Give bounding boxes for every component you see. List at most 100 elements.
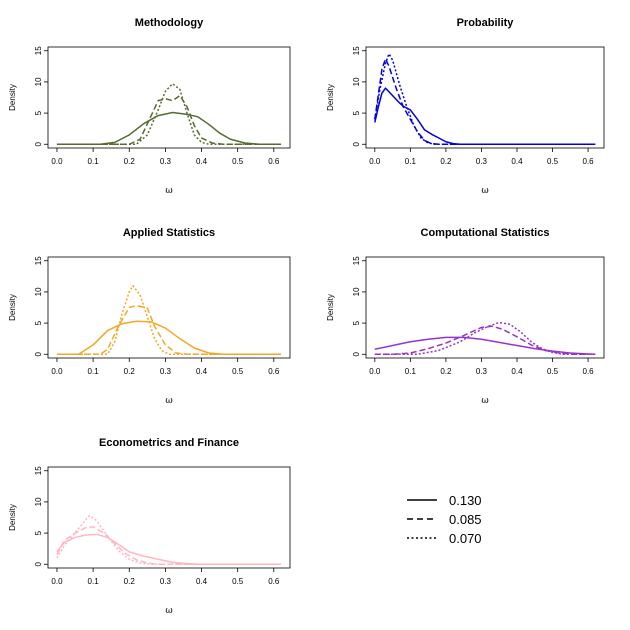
x-tick-label: 0.6	[583, 157, 595, 166]
panel-2: Applied Statistics 0.0 0.1 0.2 0.3 0.4 0.5 0.6 0…	[8, 227, 291, 406]
x-tick-label: 0.0	[369, 157, 381, 166]
plot-frame	[47, 256, 291, 359]
x-tick-label: 0.3	[476, 157, 488, 166]
x-axis-label: ω	[165, 396, 172, 406]
panel-title: Applied Statistics	[123, 227, 215, 239]
y-tick-label: 5	[352, 110, 361, 115]
y-axis-label: Density	[8, 84, 17, 111]
x-tick-label: 0.5	[232, 157, 244, 166]
y-tick-label: 0	[34, 141, 43, 146]
y-axis-label: Density	[8, 294, 17, 321]
legend-label: 0.085	[449, 512, 482, 527]
plot-frame	[47, 46, 291, 149]
x-tick-label: 0.6	[268, 577, 280, 586]
y-tick-label: 10	[34, 287, 43, 296]
plot-frame	[365, 256, 605, 359]
x-tick-label: 0.0	[51, 577, 63, 586]
y-axis-label: Density	[8, 504, 17, 531]
y-tick-label: 5	[34, 320, 43, 325]
series-line-solid	[374, 87, 596, 146]
x-axis-label: ω	[481, 396, 488, 406]
panel-title: Methodology	[135, 17, 204, 29]
x-tick-label: 0.5	[547, 157, 559, 166]
series-line-dashed	[56, 304, 282, 356]
y-tick-label: 0	[34, 351, 43, 356]
x-tick-label: 0.6	[583, 367, 595, 376]
x-tick-label: 0.6	[268, 157, 280, 166]
plot-frame	[47, 466, 291, 569]
x-tick-label: 0.4	[511, 367, 523, 376]
panel-title: Computational Statistics	[421, 227, 550, 239]
x-axis-label: ω	[165, 606, 172, 616]
x-tick-label: 0.1	[88, 577, 100, 586]
series-line-dotted	[56, 83, 282, 146]
y-tick-label: 15	[34, 46, 43, 55]
panel-1: Probability 0.0 0.1 0.2 0.3 0.4 0.5 0.6 0 5 10 15 De…	[326, 17, 605, 196]
y-tick-label: 15	[352, 46, 361, 55]
legend-label: 0.070	[449, 531, 482, 546]
y-tick-label: 5	[34, 110, 43, 115]
x-tick-label: 0.3	[160, 577, 172, 586]
y-tick-label: 0	[352, 351, 361, 356]
y-axis-label: Density	[326, 294, 335, 321]
y-tick-label: 10	[34, 497, 43, 506]
legend-label: 0.130	[449, 493, 482, 508]
x-tick-label: 0.1	[88, 157, 100, 166]
panel-4: Econometrics and Finance 0.0 0.1 0.2 0.3 0.4 0…	[8, 437, 291, 616]
x-tick-label: 0.4	[196, 157, 208, 166]
y-tick-label: 15	[352, 256, 361, 265]
panel-3: Computational Statistics 0.0 0.1 0.2 0.3 0.4 0…	[326, 227, 605, 406]
y-tick-label: 0	[352, 141, 361, 146]
y-tick-label: 10	[34, 77, 43, 86]
x-tick-label: 0.6	[268, 367, 280, 376]
x-tick-label: 0.1	[88, 367, 100, 376]
series-line-dashed	[56, 526, 282, 566]
plot-frame	[365, 46, 605, 149]
x-tick-label: 0.4	[196, 367, 208, 376]
series-line-solid	[56, 533, 282, 566]
x-tick-label: 0.2	[124, 367, 136, 376]
series-line-dashed	[56, 94, 282, 146]
y-tick-label: 15	[34, 466, 43, 475]
y-tick-label: 10	[352, 287, 361, 296]
x-tick-label: 0.4	[196, 577, 208, 586]
x-tick-label: 0.0	[51, 367, 63, 376]
series-line-dashed	[374, 58, 596, 146]
x-tick-label: 0.2	[440, 157, 452, 166]
panel-title: Econometrics and Finance	[99, 437, 239, 449]
x-axis-label: ω	[481, 186, 488, 196]
panel-title: Probability	[457, 17, 515, 29]
series-line-solid	[56, 320, 282, 356]
x-tick-label: 0.4	[511, 157, 523, 166]
y-axis-label: Density	[326, 84, 335, 111]
x-tick-label: 0.0	[369, 367, 381, 376]
x-tick-label: 0.1	[405, 367, 417, 376]
x-tick-label: 0.0	[51, 157, 63, 166]
x-tick-label: 0.3	[476, 367, 488, 376]
x-axis-label: ω	[165, 186, 172, 196]
y-tick-label: 5	[352, 320, 361, 325]
x-tick-label: 0.5	[547, 367, 559, 376]
y-tick-label: 15	[34, 256, 43, 265]
x-tick-label: 0.3	[160, 157, 172, 166]
series-line-dotted	[56, 284, 282, 356]
x-tick-label: 0.2	[124, 577, 136, 586]
series-line-dotted	[374, 53, 596, 146]
series-line-dashed	[374, 325, 596, 356]
legend: 0.130 0.085 0.070	[407, 493, 482, 546]
series-line-dotted	[374, 321, 596, 356]
x-tick-label: 0.1	[405, 157, 417, 166]
x-tick-label: 0.2	[440, 367, 452, 376]
y-tick-label: 5	[34, 530, 43, 535]
panel-0: Methodology 0.0 0.1 0.2 0.3 0.4 0.5 0.6 0 5 10 15 De…	[8, 17, 291, 196]
series-line-solid	[374, 336, 596, 356]
y-tick-label: 0	[34, 561, 43, 566]
x-tick-label: 0.2	[124, 157, 136, 166]
x-tick-label: 0.3	[160, 367, 172, 376]
x-tick-label: 0.5	[232, 367, 244, 376]
series-line-dotted	[56, 514, 282, 566]
x-tick-label: 0.5	[232, 577, 244, 586]
y-tick-label: 10	[352, 77, 361, 86]
series-line-solid	[56, 111, 282, 146]
